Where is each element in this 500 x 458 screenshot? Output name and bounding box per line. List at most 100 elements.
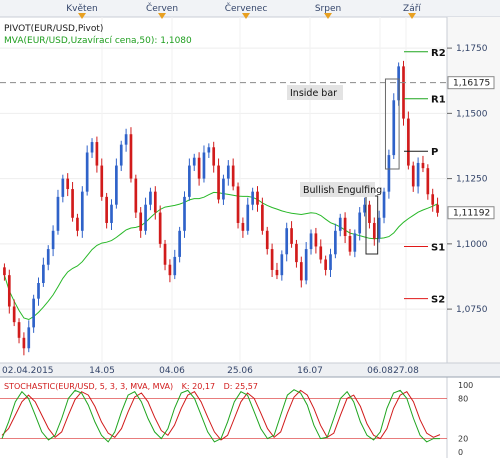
candle-body bbox=[324, 259, 327, 270]
candle-body bbox=[61, 178, 65, 197]
candle-body bbox=[416, 162, 420, 187]
pivot-level-label: R2 bbox=[431, 48, 446, 59]
candle-body bbox=[372, 222, 376, 239]
stochastic-level-label: 0 bbox=[458, 448, 463, 457]
candle-body bbox=[314, 233, 318, 247]
current-price-box bbox=[447, 76, 495, 90]
candle-body bbox=[363, 204, 366, 213]
pivot-level-label: P bbox=[431, 147, 438, 158]
candle-body bbox=[197, 157, 201, 179]
month-label: Červenec bbox=[225, 2, 268, 14]
date-tick-label: 25.06 bbox=[227, 366, 253, 376]
price-tick-label: 1,1000 bbox=[456, 240, 488, 250]
candle-body bbox=[212, 147, 216, 166]
candle-body bbox=[115, 165, 118, 205]
candle-body bbox=[436, 204, 439, 213]
candle-body bbox=[17, 322, 21, 338]
candle-body bbox=[275, 269, 279, 276]
month-marker-icon bbox=[242, 13, 250, 19]
candle-body bbox=[144, 204, 147, 231]
date-tick-label: 16.07 bbox=[297, 366, 323, 376]
candle-body bbox=[158, 212, 162, 244]
candle-body bbox=[139, 212, 143, 231]
candle-body bbox=[295, 243, 298, 263]
candle-body bbox=[202, 152, 206, 179]
candle-body bbox=[421, 162, 425, 169]
date-axis-strip bbox=[0, 363, 500, 377]
month-label: Září bbox=[403, 4, 421, 14]
candle-body bbox=[42, 264, 45, 284]
candle-body bbox=[251, 191, 254, 205]
candle-body bbox=[241, 222, 245, 231]
candle-body bbox=[256, 191, 259, 205]
candle-body bbox=[270, 249, 274, 270]
candle-body bbox=[231, 165, 235, 187]
month-labels: Květen Červen Červenec Srpen Září bbox=[66, 2, 421, 14]
candle-body bbox=[110, 204, 113, 223]
candle-body bbox=[90, 142, 94, 153]
date-tick-label: 04.06 bbox=[159, 366, 185, 376]
month-label: Srpen bbox=[315, 4, 341, 14]
date-tick-label: 06.08 bbox=[367, 366, 393, 376]
candle-body bbox=[153, 191, 157, 213]
month-markers bbox=[78, 13, 416, 19]
candle-body bbox=[192, 157, 196, 166]
date-axis: 02.04.2015 14.05 04.06 25.06 16.07 06.08… bbox=[2, 366, 419, 376]
price-tick-label: 1,0750 bbox=[456, 305, 488, 315]
pivot-levels: R2 R1 P S1 S2 bbox=[404, 48, 446, 306]
candle-body bbox=[66, 178, 70, 190]
candle-body bbox=[207, 147, 211, 153]
candle-body bbox=[3, 267, 6, 276]
candle-body bbox=[411, 165, 415, 187]
last-price-box bbox=[447, 206, 495, 220]
candle-body bbox=[76, 217, 79, 231]
candle-body bbox=[319, 246, 323, 260]
price-tick-label: 1,1500 bbox=[456, 109, 488, 119]
stochastic-panel: 100 80 20 0 bbox=[0, 381, 473, 457]
candle-body bbox=[299, 262, 303, 281]
candle-body bbox=[119, 144, 123, 166]
candle-body bbox=[95, 142, 99, 166]
candle-body bbox=[27, 327, 31, 349]
candle-body bbox=[343, 217, 347, 237]
candle-body bbox=[236, 186, 240, 223]
candle-body bbox=[246, 204, 250, 231]
candle-body bbox=[290, 228, 293, 244]
candlesticks bbox=[3, 60, 439, 356]
candle-body bbox=[100, 165, 104, 197]
candle-body bbox=[353, 233, 357, 252]
candle-body bbox=[265, 230, 269, 250]
candle-body bbox=[334, 230, 337, 255]
candle-body bbox=[56, 196, 60, 231]
candle-body bbox=[382, 191, 386, 218]
pivot-level-label: S1 bbox=[431, 242, 445, 253]
stochastic-level-label: 20 bbox=[458, 435, 468, 444]
candle-body bbox=[71, 189, 74, 218]
stochastic-level-label: 80 bbox=[458, 394, 468, 403]
moving-average-line bbox=[3, 191, 438, 321]
candle-body bbox=[134, 178, 138, 213]
candle-body bbox=[304, 249, 308, 281]
stochastic-d-label: D: 25,57 bbox=[224, 382, 258, 391]
stochastic-level-label: 100 bbox=[458, 381, 473, 390]
month-marker-icon bbox=[158, 13, 166, 19]
candle-body bbox=[105, 196, 108, 223]
candle-body bbox=[358, 212, 362, 234]
candle-body bbox=[149, 191, 152, 205]
candle-body bbox=[178, 230, 181, 257]
candle-body bbox=[183, 196, 186, 231]
candle-body bbox=[402, 66, 405, 119]
candle-body bbox=[22, 337, 26, 349]
candle-body bbox=[12, 306, 16, 323]
candle-body bbox=[329, 254, 332, 270]
price-axis-panel bbox=[447, 17, 500, 363]
pivot-level-label: S2 bbox=[431, 295, 445, 306]
inside-bar-label-bg bbox=[287, 85, 343, 100]
month-label: Červen bbox=[146, 2, 178, 14]
candle-body bbox=[426, 168, 430, 195]
price-tick-label: 1,1250 bbox=[456, 175, 488, 185]
ma-indicator-label: MVA(EUR/USD,Uzavírací cena,50): 1,1080 bbox=[4, 36, 192, 46]
month-strip bbox=[0, 0, 500, 17]
